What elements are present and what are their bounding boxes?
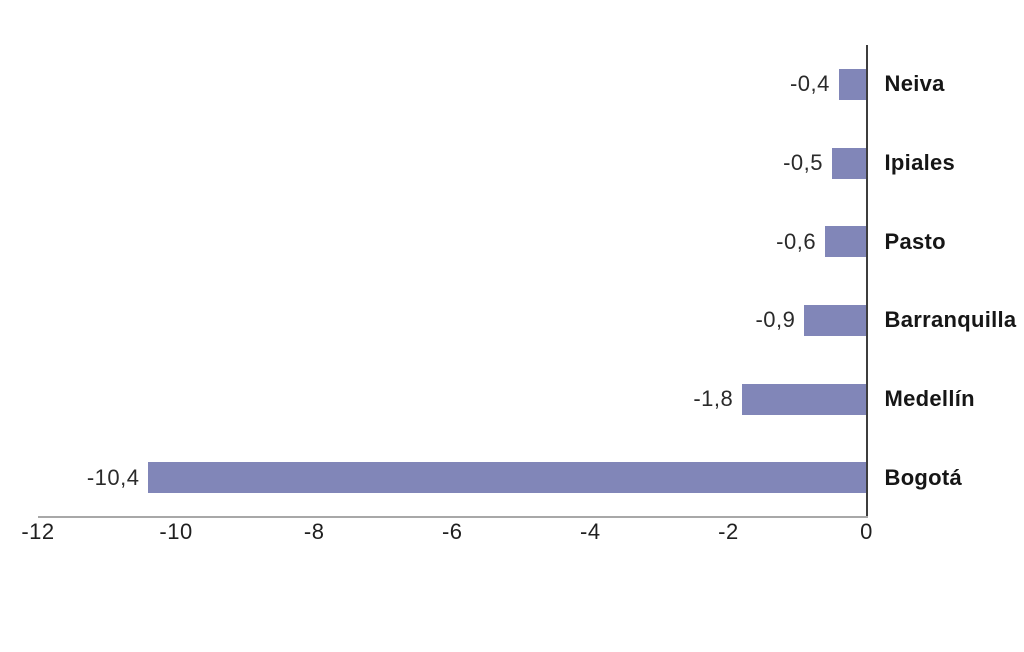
category-label: Pasto bbox=[884, 228, 946, 254]
bar bbox=[804, 304, 867, 336]
bar-value-label: -10,4 bbox=[86, 464, 140, 490]
x-axis-baseline bbox=[38, 515, 868, 518]
bar bbox=[825, 226, 867, 258]
x-tick-label: -6 bbox=[441, 519, 463, 544]
bar-value-label: -1,8 bbox=[693, 386, 734, 411]
x-tick-label: -2 bbox=[718, 519, 739, 544]
bar bbox=[742, 383, 867, 415]
bar-value-label: -0,4 bbox=[789, 71, 830, 97]
category-label: Ipiales bbox=[884, 150, 956, 175]
bar bbox=[831, 147, 867, 179]
category-label: Bogotá bbox=[884, 464, 963, 490]
category-label: Neiva bbox=[884, 71, 945, 97]
bar-value-label: -0,6 bbox=[776, 228, 817, 254]
bar bbox=[838, 68, 867, 100]
zero-axis-line bbox=[865, 45, 868, 518]
x-tick-label: 0 bbox=[860, 519, 873, 544]
category-label: Medellín bbox=[884, 386, 975, 411]
bar-value-label: -0,9 bbox=[755, 307, 796, 333]
x-tick-label: -4 bbox=[580, 519, 601, 544]
x-tick-label: -12 bbox=[21, 519, 55, 544]
bar-value-label: -0,5 bbox=[783, 150, 823, 175]
category-label: Barranquilla bbox=[884, 307, 1017, 333]
x-tick-label: -8 bbox=[303, 519, 325, 544]
bar bbox=[148, 462, 867, 494]
x-tick-label: -10 bbox=[159, 519, 193, 544]
